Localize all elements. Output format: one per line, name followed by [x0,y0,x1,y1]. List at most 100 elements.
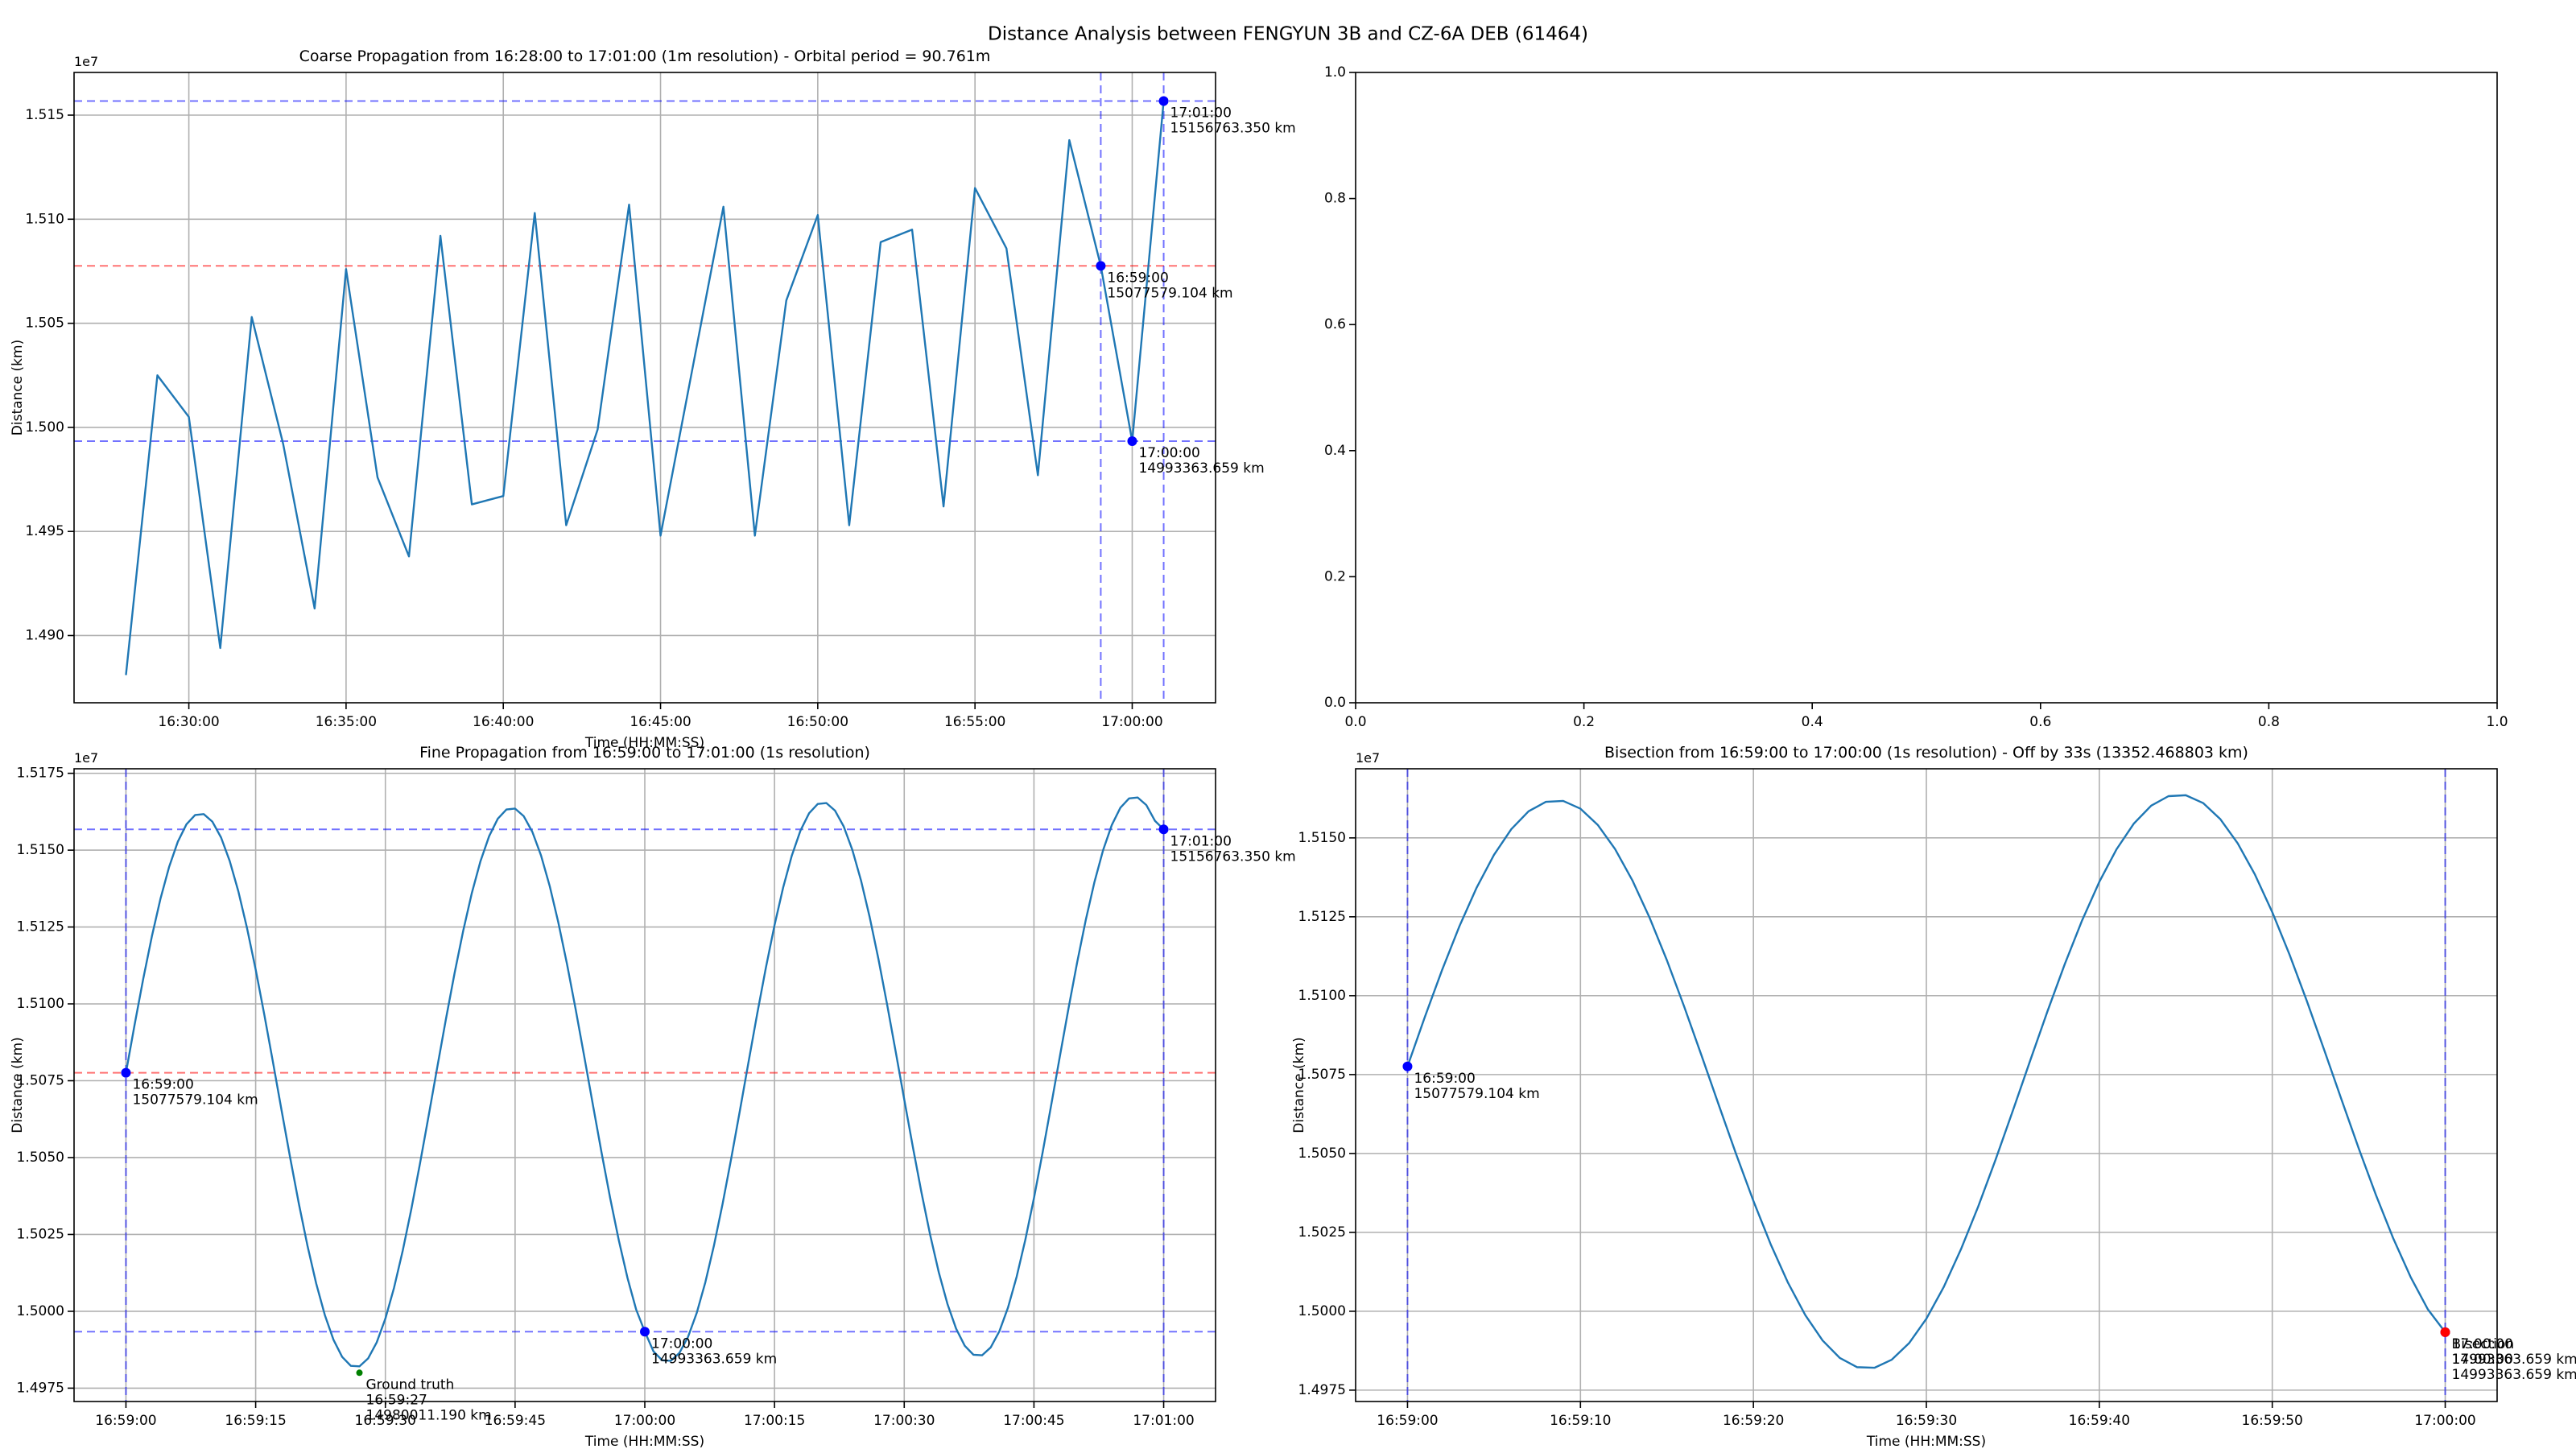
y-tick-label: 1.0 [1324,64,1346,80]
annotation: 14993363.659 km [2452,1367,2576,1383]
marker [640,1327,650,1337]
y-tick-label: 1.5000 [1298,1303,1346,1319]
y-tick-label: 1.495 [25,523,64,539]
y-axis-label: Distance (km) [1291,1037,1307,1133]
annotation: 16:59:00 [1414,1071,1475,1087]
figure-title: Distance Analysis between FENGYUN 3B and… [988,24,1588,45]
y-tick-label: 1.5075 [1298,1067,1346,1083]
x-tick-label: 16:50:00 [787,714,848,730]
x-tick-label: 0.0 [1344,714,1366,730]
y-tick-label: 1.5150 [1298,830,1346,846]
axes-frame [1355,72,2498,704]
x-tick-label: 0.6 [2029,714,2051,730]
axes-frame [73,768,1216,1402]
x-tick-label: 16:35:00 [316,714,377,730]
marker [356,1369,363,1377]
annotation: 16:59:27 [366,1392,427,1408]
annotation: 15077579.104 km [1107,285,1232,301]
x-tick-label: 17:00:00 [614,1413,675,1429]
y-tick-label: 0.8 [1324,191,1346,207]
x-tick-label: 0.4 [1802,714,1823,730]
chart-title: Fine Propagation from 16:59:00 to 17:01:… [419,744,870,762]
y-tick-label: 1.5025 [17,1226,64,1242]
y-tick-label: 0.2 [1324,568,1346,584]
x-tick-label: 16:59:00 [95,1413,156,1429]
annotation: 17:00:00 [2452,1352,2513,1368]
x-axis-label: Time (HH:MM:SS) [584,1434,704,1449]
annotation: 14980011.190 km [366,1407,492,1423]
annotation: Bisection [2452,1336,2515,1352]
x-tick-label: 16:59:45 [485,1413,546,1429]
y-tick-label: 1.490 [25,627,64,643]
y-tick-label: 1.4975 [1298,1382,1346,1398]
x-tick-label: 17:00:45 [1003,1413,1064,1429]
annotation: 16:59:00 [132,1077,193,1093]
axes-frame [1355,768,2498,1402]
annotation: 15156763.350 km [1170,121,1296,137]
chart-title: Coarse Propagation from 16:28:00 to 17:0… [299,47,991,65]
x-tick-label: 16:45:00 [630,714,691,730]
x-tick-label: 17:01:00 [1133,1413,1194,1429]
x-tick-label: 16:40:00 [473,714,534,730]
annotation: 17:00:00 [2452,1336,2513,1352]
annotation: 17:00:00 [1138,445,1199,461]
y-tick-label: 1.4975 [17,1380,64,1396]
chart-title: Bisection from 16:59:00 to 17:00:00 (1s … [1604,744,2248,762]
data-line [1406,794,2446,1369]
annotation: 15077579.104 km [1414,1086,1539,1102]
annotation: 17:01:00 [1170,833,1232,849]
x-tick-label: 17:00:30 [873,1413,935,1429]
y-tick-label: 1.5000 [17,1303,64,1319]
y-tick-label: 1.5150 [17,842,64,858]
annotation: 15156763.350 km [1170,848,1296,865]
y-tick-label: 0.4 [1324,443,1346,459]
y-tick-label: 1.515 [25,107,64,123]
y-tick-label: 1.5050 [17,1150,64,1166]
y-tick-label: 1.5100 [17,996,64,1012]
axis-offset-label: 1e7 [1356,750,1380,766]
y-tick-label: 1.5175 [17,766,64,782]
annotation: 17:00:00 [651,1335,712,1352]
x-tick-label: 16:59:30 [355,1413,416,1429]
x-tick-label: 16:30:00 [158,714,219,730]
x-tick-label: 17:00:00 [1101,714,1162,730]
y-axis-label: Distance (km) [10,340,26,436]
y-tick-label: 1.5125 [1298,909,1346,925]
y-tick-label: 1.5050 [1298,1146,1346,1162]
annotation: 17:01:00 [1170,105,1232,122]
y-tick-label: 1.505 [25,316,64,332]
annotation: 14993363.659 km [651,1351,777,1367]
annotation: 14993363.659 km [2452,1352,2576,1368]
x-tick-label: 16:59:20 [1723,1413,1784,1429]
y-tick-label: 1.500 [25,419,64,436]
annotation: 14993363.659 km [1138,460,1264,477]
marker [2440,1327,2450,1337]
annotation: 16:59:00 [1107,270,1168,286]
x-tick-label: 17:00:00 [2414,1413,2475,1429]
marker [1158,96,1169,106]
annotation: Ground truth [366,1377,455,1393]
x-tick-label: 0.2 [1573,714,1595,730]
x-tick-label: 16:55:00 [944,714,1005,730]
y-tick-label: 1.5100 [1298,988,1346,1004]
y-tick-label: 0.0 [1324,695,1346,711]
y-axis-label: Distance (km) [10,1037,26,1133]
axes-frame [73,72,1216,704]
x-tick-label: 16:59:00 [1377,1413,1438,1429]
marker [1096,261,1106,271]
axis-offset-label: 1e7 [74,750,98,766]
x-tick-label: 16:59:30 [1896,1413,1957,1429]
marker [1127,436,1137,447]
x-tick-label: 16:59:50 [2242,1413,2303,1429]
y-tick-label: 1.5025 [1298,1224,1346,1241]
marker [1402,1061,1413,1071]
y-tick-label: 1.510 [25,211,64,227]
axis-offset-label: 1e7 [74,54,98,69]
y-tick-label: 0.6 [1324,316,1346,332]
x-tick-label: 16:59:15 [225,1413,286,1429]
marker [1158,824,1169,835]
annotation: 15077579.104 km [132,1092,258,1108]
